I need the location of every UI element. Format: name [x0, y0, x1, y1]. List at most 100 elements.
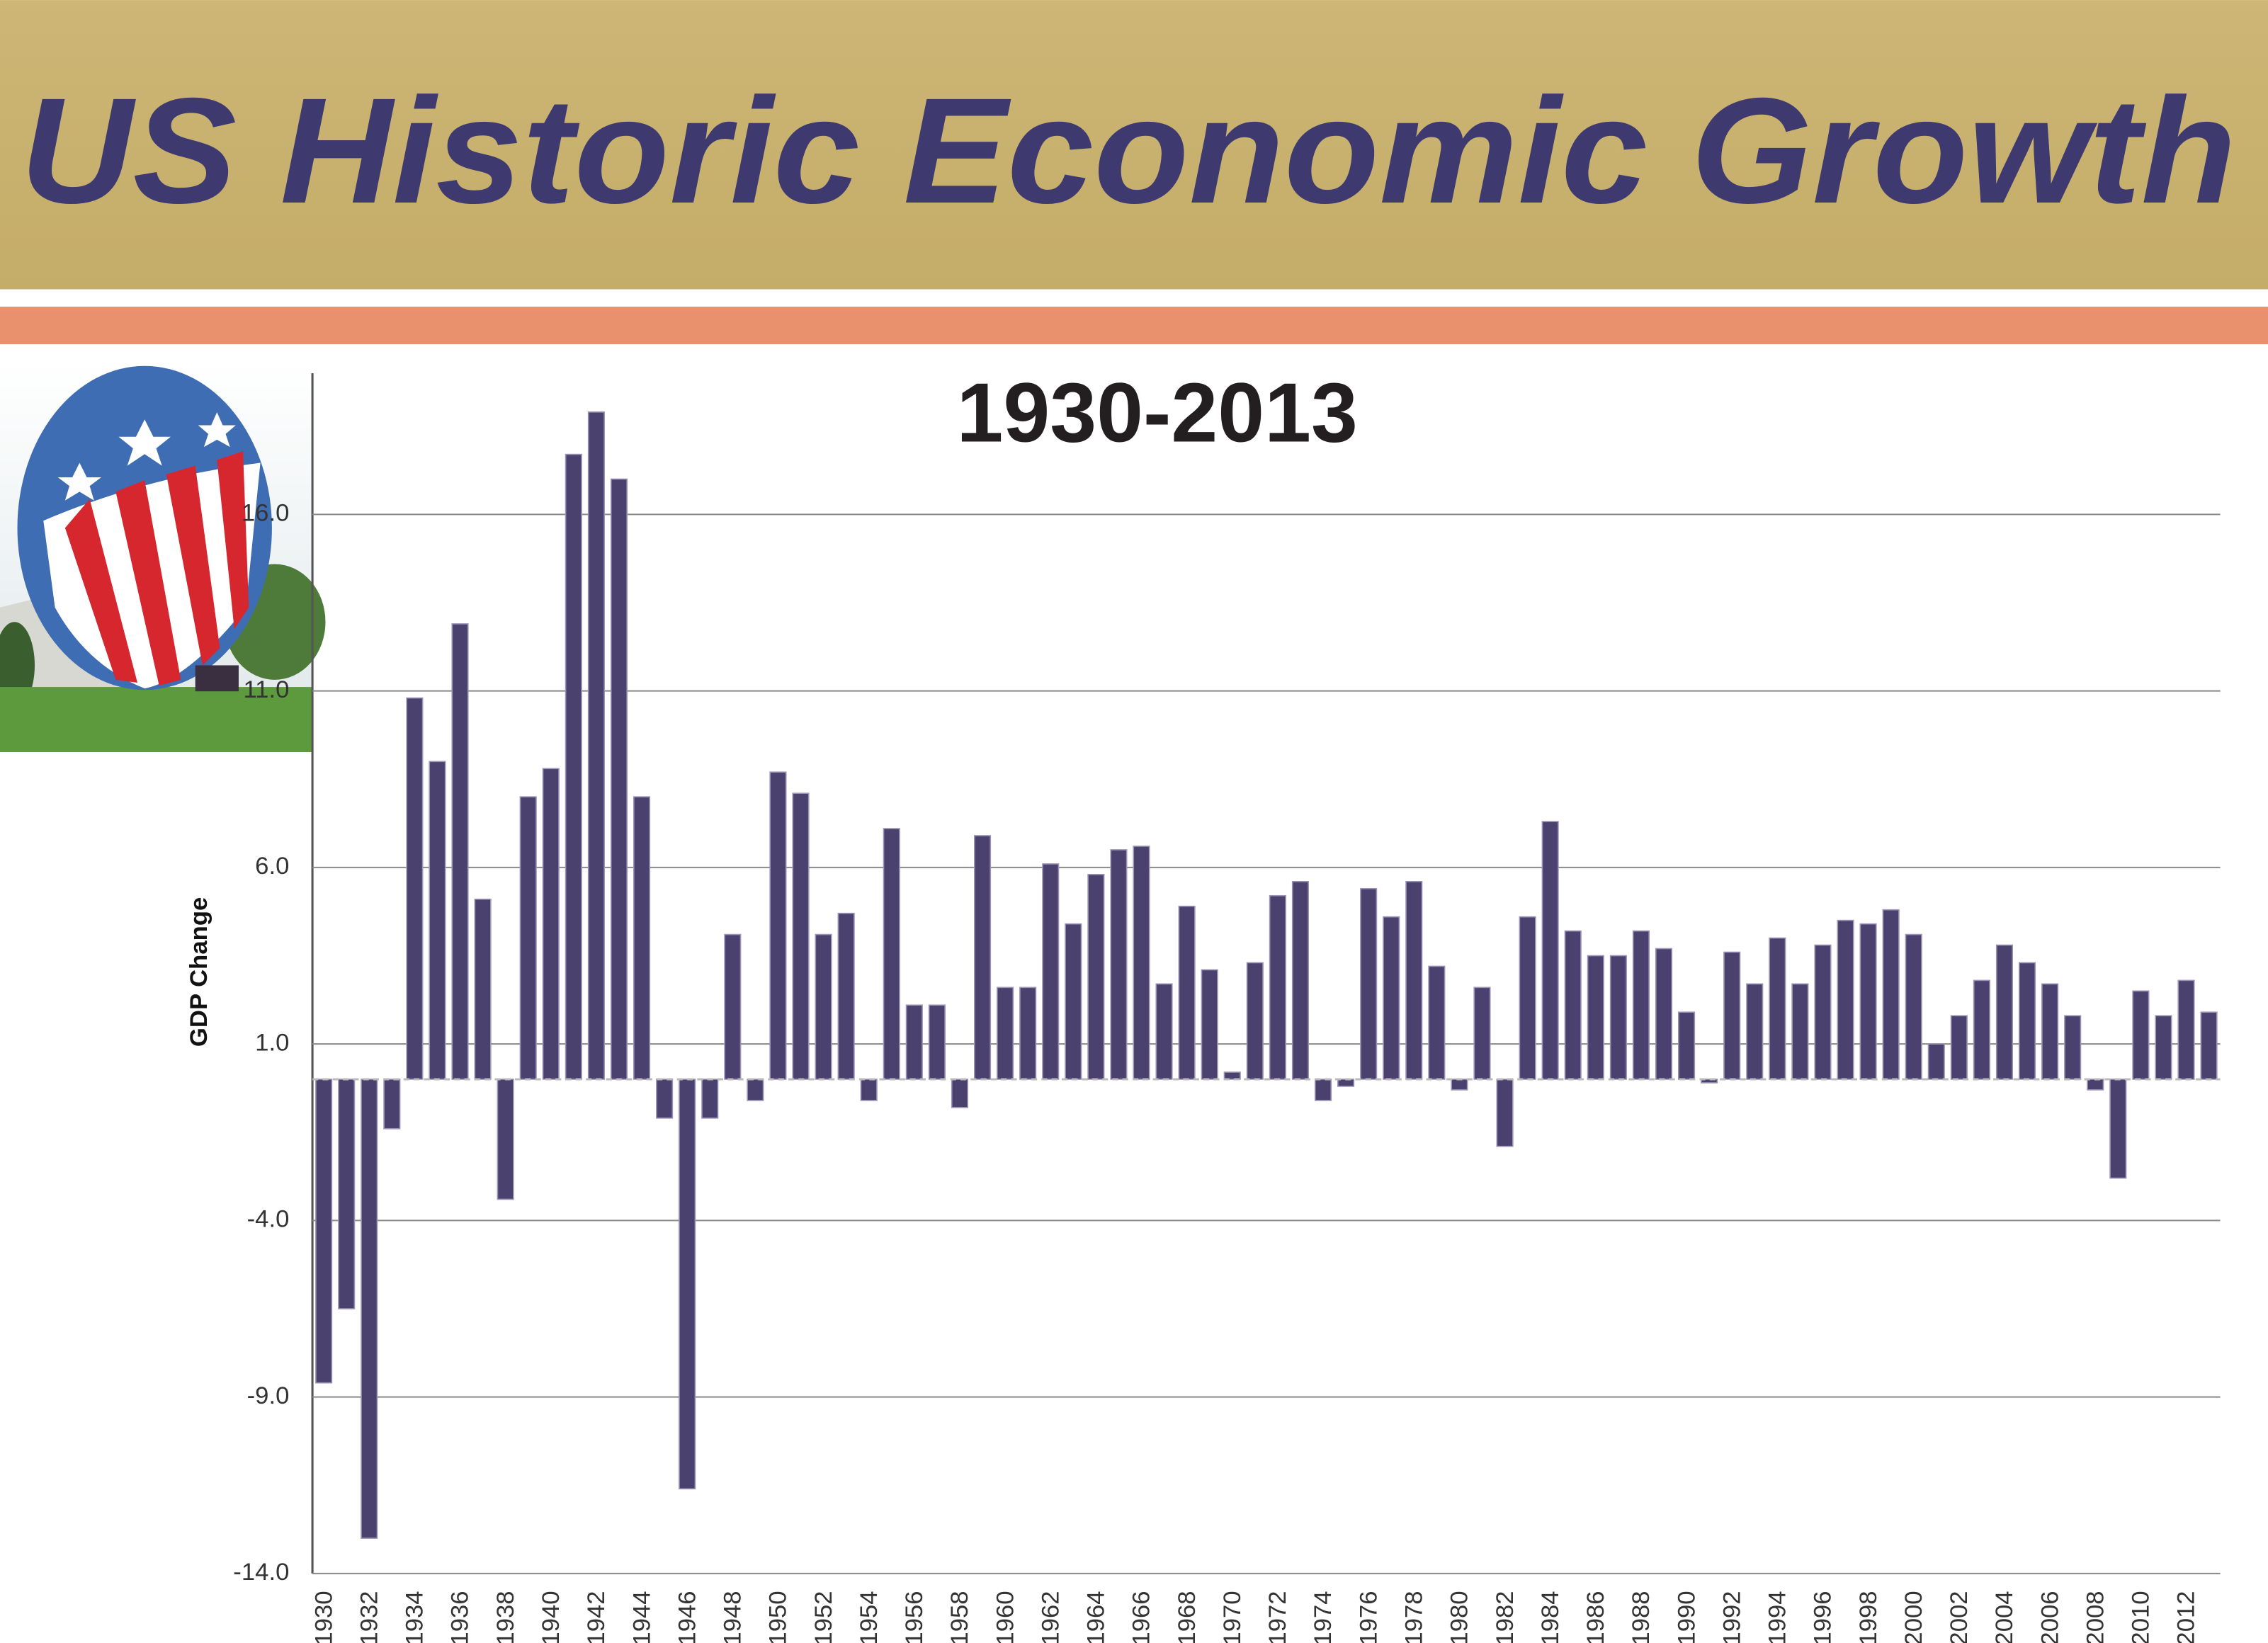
- bar: [1246, 962, 1264, 1080]
- bar: [1087, 874, 1105, 1080]
- y-tick-label: -9.0: [247, 1382, 290, 1409]
- x-tick-label: 1970: [1219, 1591, 1246, 1643]
- x-tick-label: 1934: [402, 1591, 429, 1643]
- bar: [315, 1079, 333, 1384]
- bar: [519, 796, 537, 1080]
- bar: [361, 1079, 378, 1539]
- bar: [1451, 1079, 1468, 1091]
- bar: [837, 912, 855, 1080]
- x-tick-label: 1944: [628, 1591, 655, 1643]
- bar: [1428, 965, 1446, 1080]
- header-band: [0, 0, 2268, 290]
- bar: [1814, 944, 1832, 1080]
- x-tick-label: 1972: [1264, 1591, 1291, 1643]
- bar: [1405, 880, 1423, 1080]
- x-tick-label: 1956: [901, 1591, 928, 1643]
- bar: [1859, 923, 1877, 1080]
- x-tick-label: 1946: [674, 1591, 701, 1643]
- bar: [747, 1079, 764, 1101]
- bar: [2064, 1015, 2082, 1080]
- y-tick-label: -14.0: [233, 1559, 289, 1586]
- bar: [1655, 948, 1673, 1080]
- bar: [1110, 849, 1128, 1080]
- bar: [656, 1079, 674, 1119]
- x-tick-label: 1962: [1037, 1591, 1064, 1643]
- bar: [2177, 979, 2195, 1080]
- y-tick-label: 1.0: [255, 1029, 289, 1056]
- bar: [792, 792, 810, 1080]
- x-tick-label: 1998: [1855, 1591, 1882, 1643]
- bar: [1133, 846, 1150, 1080]
- x-tick-label: 1932: [356, 1591, 382, 1643]
- bar: [338, 1079, 356, 1309]
- bar: [1837, 919, 1854, 1080]
- bar: [701, 1079, 719, 1119]
- bar: [1723, 951, 1741, 1080]
- x-tick-label: 2004: [1991, 1591, 2018, 1643]
- bar: [883, 828, 900, 1080]
- x-tick-label: 1938: [492, 1591, 519, 1643]
- y-tick-label: 16.0: [242, 500, 290, 527]
- bar: [429, 761, 446, 1080]
- y-tick-label: 6.0: [255, 853, 289, 880]
- x-tick-label: 1930: [310, 1591, 337, 1643]
- bar: [1383, 916, 1400, 1080]
- x-tick-label: 1960: [992, 1591, 1019, 1643]
- bar: [406, 697, 424, 1080]
- bar: [2019, 962, 2036, 1080]
- bar: [633, 796, 651, 1080]
- bar: [973, 835, 992, 1080]
- x-tick-label: 1986: [1582, 1591, 1609, 1643]
- x-tick-label: 1942: [583, 1591, 610, 1643]
- bar: [1269, 894, 1286, 1080]
- bar: [1564, 930, 1582, 1080]
- bar: [1201, 969, 1218, 1080]
- x-tick-label: 1982: [1492, 1591, 1519, 1643]
- y-axis-label: GDP Change: [186, 897, 212, 1047]
- bar: [679, 1079, 696, 1490]
- bar: [1541, 821, 1559, 1080]
- bar: [2041, 983, 2059, 1080]
- bar: [1473, 987, 1491, 1080]
- chart-subtitle: 1930-2013: [956, 367, 1357, 460]
- bar: [1995, 944, 2014, 1080]
- x-tick-label: 1976: [1355, 1591, 1382, 1643]
- bar: [451, 623, 469, 1080]
- bar: [1950, 1015, 1968, 1080]
- y-tick-label: 11.0: [243, 676, 289, 703]
- bar: [1155, 983, 1173, 1080]
- bar: [1701, 1079, 1718, 1084]
- bar: [951, 1079, 969, 1108]
- bar: [587, 411, 605, 1080]
- bar: [383, 1079, 401, 1130]
- x-tick-label: 1940: [538, 1591, 565, 1643]
- bar: [1065, 923, 1082, 1080]
- x-tick-label: 2012: [2173, 1591, 2200, 1643]
- bar: [1178, 905, 1196, 1080]
- bar: [2200, 1011, 2218, 1080]
- x-tick-label: 2002: [1946, 1591, 1973, 1643]
- x-tick-label: 1984: [1537, 1591, 1564, 1643]
- x-tick-label: 1996: [1810, 1591, 1837, 1643]
- accent-band: [0, 307, 2268, 345]
- bar: [928, 1004, 946, 1080]
- bar: [724, 933, 742, 1080]
- x-tick-label: 1948: [720, 1591, 747, 1643]
- x-tick-label: 1980: [1446, 1591, 1473, 1643]
- bar: [1496, 1079, 1514, 1147]
- x-tick-label: 1990: [1673, 1591, 1700, 1643]
- bar: [769, 771, 787, 1080]
- bar: [2155, 1015, 2172, 1080]
- x-tick-label: 1952: [810, 1591, 837, 1643]
- bar: [1291, 880, 1309, 1080]
- bar: [1678, 1011, 1696, 1080]
- bar: [1609, 955, 1627, 1080]
- x-tick-label: 1950: [765, 1591, 792, 1643]
- y-tick-label: -4.0: [247, 1206, 290, 1233]
- x-tick-label: 1966: [1128, 1591, 1155, 1643]
- bar: [1973, 979, 1990, 1080]
- bar: [1314, 1079, 1332, 1101]
- bar: [1882, 909, 1900, 1080]
- x-tick-label: 1974: [1310, 1591, 1337, 1643]
